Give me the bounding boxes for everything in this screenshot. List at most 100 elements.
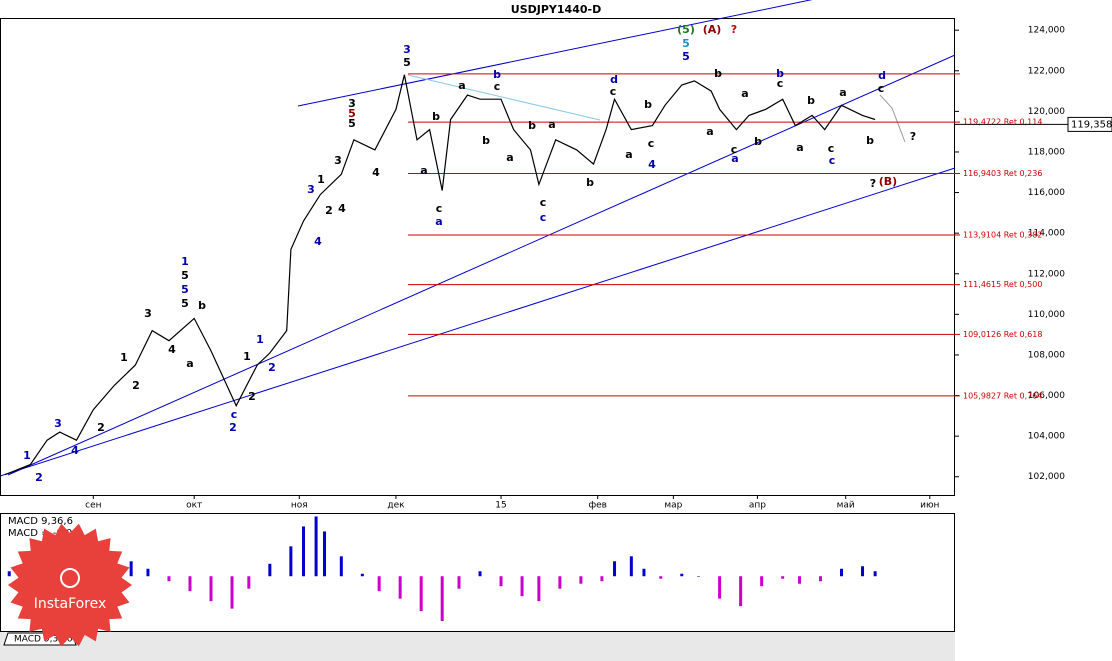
wave-label: c xyxy=(829,154,836,167)
fib-label: 109,0126 Ret 0,618 xyxy=(963,330,1042,339)
macd-bar xyxy=(739,576,743,607)
fib-label: 111,4615 Ret 0,500 xyxy=(963,280,1042,289)
logo-icon xyxy=(60,568,80,588)
wave-label: 2 xyxy=(325,204,333,217)
wave-label: ? xyxy=(731,23,737,36)
logo: InstaForex xyxy=(8,523,132,647)
macd-bar xyxy=(377,576,381,592)
macd-bar xyxy=(629,556,633,577)
channel-top xyxy=(297,0,813,107)
logo-badge xyxy=(8,523,132,647)
wave-label: 3 xyxy=(144,307,152,320)
wave-label: c xyxy=(878,82,885,95)
wave-label: c xyxy=(540,196,547,209)
tab-label[interactable]: MACD 9,36,6 xyxy=(14,635,73,645)
y-tick-label: 104,000 xyxy=(1028,432,1065,442)
macd-bar xyxy=(537,576,541,602)
macd-bar xyxy=(360,573,364,577)
wave-label: c xyxy=(494,80,501,93)
macd-bar xyxy=(797,576,801,584)
wave-label: 5 xyxy=(348,117,356,130)
x-tick-label: 15 xyxy=(495,501,506,511)
x-tick-label: фев xyxy=(588,501,607,511)
macd-bar xyxy=(322,531,326,577)
wave-label: 1 xyxy=(120,351,128,364)
macd-bar xyxy=(697,576,701,577)
macd-bar xyxy=(314,516,318,577)
wave-label: 2 xyxy=(248,390,256,403)
x-tick-label: ноя xyxy=(291,501,308,511)
wave-label: c xyxy=(610,85,617,98)
macd-bar xyxy=(680,573,684,577)
macd-bar xyxy=(499,576,503,587)
wave-label: 2 xyxy=(268,361,276,374)
wave-label: c xyxy=(777,77,784,90)
macd-bar xyxy=(579,576,583,584)
macd-bar xyxy=(457,576,461,589)
macd-bar xyxy=(167,576,171,582)
macd-bar xyxy=(873,571,877,577)
wave-label: b xyxy=(493,68,501,81)
wave-label: 2 xyxy=(97,421,105,434)
wave-line xyxy=(407,74,601,121)
macd-bar xyxy=(659,576,663,579)
wave-label: b xyxy=(528,119,536,132)
wave-label: 3 xyxy=(403,43,411,56)
logo-text: InstaForex xyxy=(34,596,107,612)
wave-label: 2 xyxy=(229,421,237,434)
macd-bar xyxy=(520,576,524,597)
wave-label: b xyxy=(807,94,815,107)
fib-label: 113,9104 Ret 0,382 xyxy=(963,230,1042,239)
macd-bar xyxy=(7,571,11,577)
y-tick-label: 116,000 xyxy=(1028,188,1065,198)
macd-bar xyxy=(440,576,444,622)
current-price-box xyxy=(1067,116,1112,132)
y-tick-label: 112,000 xyxy=(1028,269,1065,279)
wave-label: b xyxy=(866,134,874,147)
wave-label: ? xyxy=(870,177,876,190)
wave-label: 5 xyxy=(682,50,690,63)
wave-label: c xyxy=(648,137,655,150)
y-tick-label: 110,000 xyxy=(1028,310,1065,320)
wave-label: 5 xyxy=(181,269,189,282)
wave-label: 3 xyxy=(307,183,315,196)
macd-bar xyxy=(230,576,234,609)
x-tick-label: окт xyxy=(186,501,202,511)
macd-bar xyxy=(146,568,150,577)
channel-bottom xyxy=(0,167,956,477)
wave-label: b xyxy=(586,176,594,189)
wave-label: 3 xyxy=(348,97,356,110)
wave-label: 3 xyxy=(54,417,62,430)
wave-label: 2 xyxy=(35,471,43,484)
wave-label: 1 xyxy=(317,173,325,186)
macd-bar xyxy=(613,561,617,577)
y-tick-label: 124,000 xyxy=(1028,26,1065,36)
wave-label: b xyxy=(482,134,490,147)
current-price-label: 119,358 xyxy=(1071,119,1112,130)
x-tick-label: май xyxy=(837,501,855,511)
wave-label: 5 xyxy=(181,283,189,296)
wave-label: a xyxy=(420,164,427,177)
x-tick-label: июн xyxy=(920,501,939,511)
wave-label: a xyxy=(186,357,193,370)
price-line xyxy=(4,74,876,476)
macd-title: MACD 9,36,6 xyxy=(8,516,73,527)
macd-bar xyxy=(840,568,844,577)
macd-bar xyxy=(301,526,305,577)
macd-bar xyxy=(188,576,192,592)
x-tick-label: мар xyxy=(664,501,682,511)
y-tick-label: 122,000 xyxy=(1028,66,1065,76)
projection xyxy=(879,94,906,143)
fib-label: 119,4722 Ret 0,114 xyxy=(963,118,1042,127)
macd-value: MACD = -0.04 xyxy=(8,528,79,539)
wave-label: a xyxy=(839,86,846,99)
wave-label: 5 xyxy=(348,107,356,120)
wave-label: c xyxy=(436,202,443,215)
fib-label: 105,9827 Ret 0,764 xyxy=(963,391,1042,400)
wave-label: b xyxy=(432,110,440,123)
wave-label: 4 xyxy=(338,202,346,215)
wave-label: b xyxy=(714,67,722,80)
wave-label: b xyxy=(776,67,784,80)
wave-label: (A) xyxy=(703,23,722,36)
wave-label: 4 xyxy=(168,343,176,356)
